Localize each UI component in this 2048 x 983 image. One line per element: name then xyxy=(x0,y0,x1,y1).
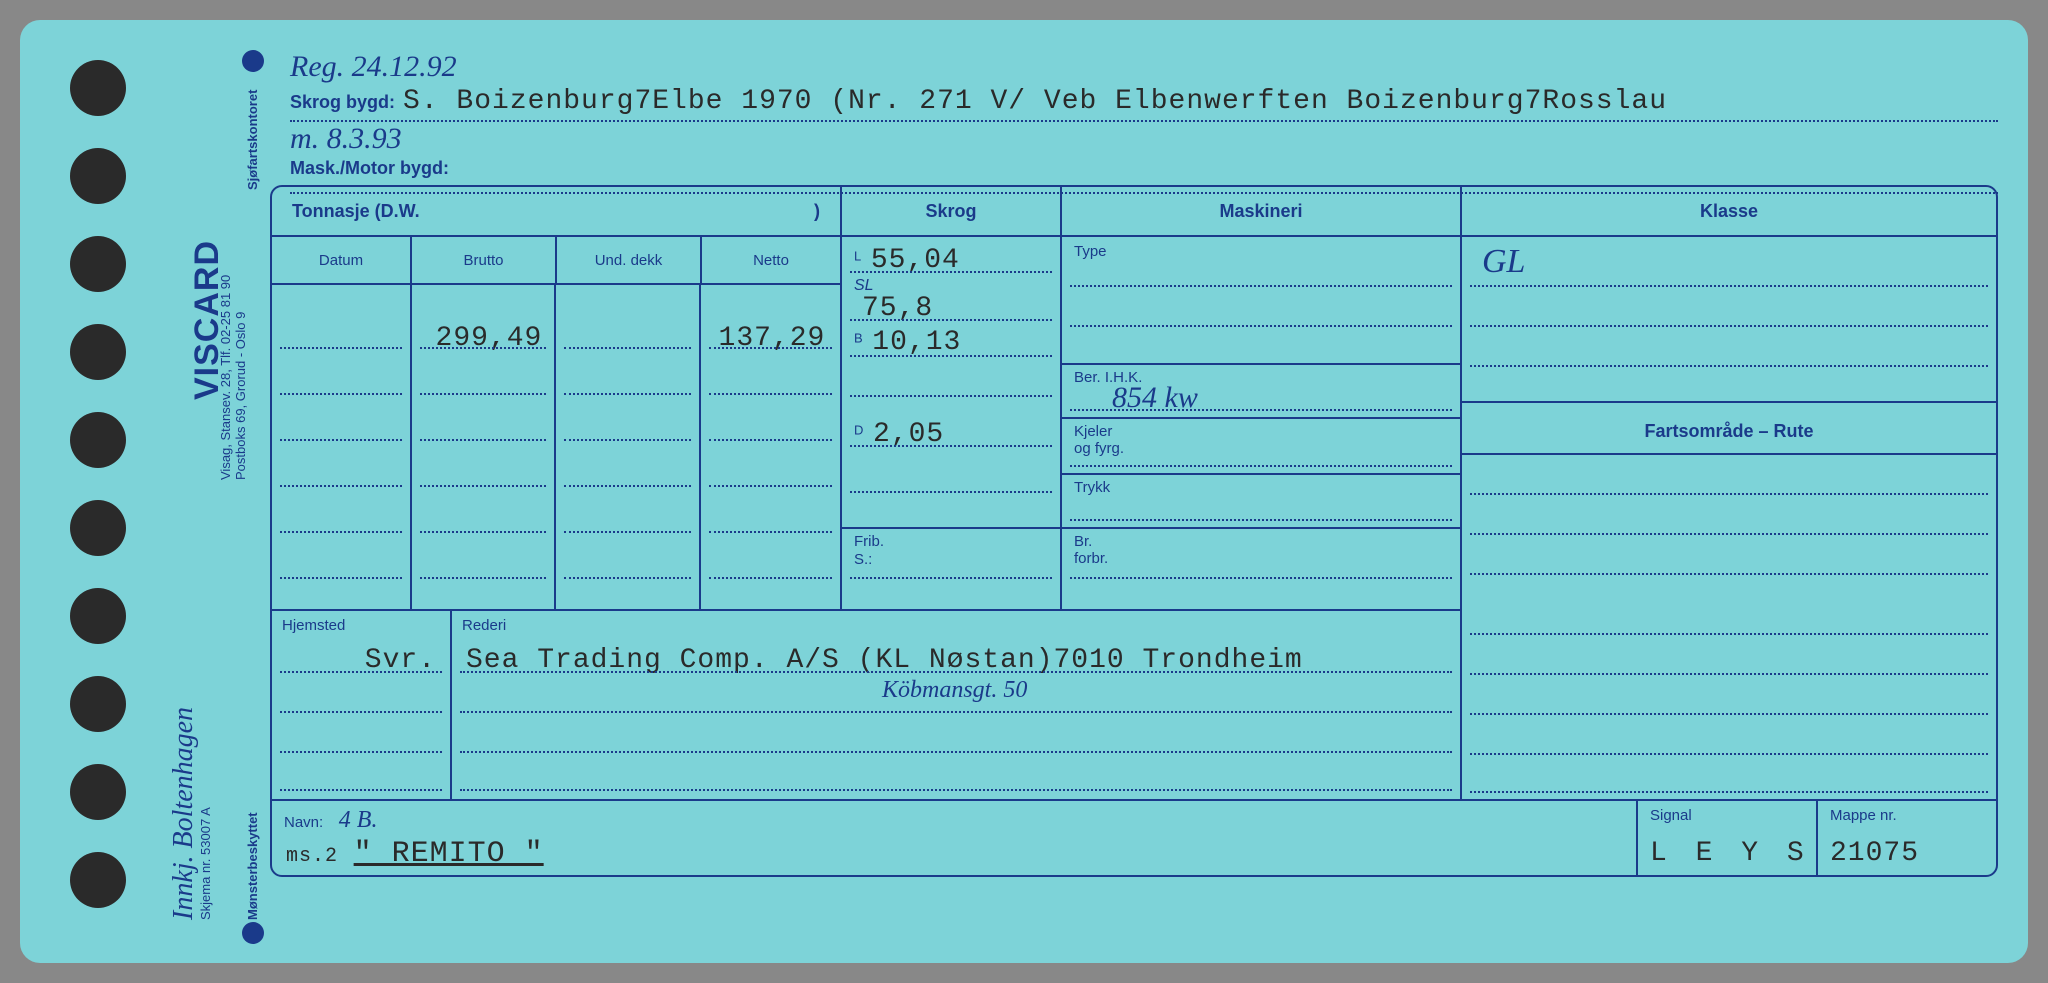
datum-label: Datum xyxy=(319,252,363,269)
B-value: 10,13 xyxy=(872,327,961,358)
signal-label: Signal xyxy=(1650,807,1804,824)
hole xyxy=(70,324,126,380)
corner-dot xyxy=(242,922,264,944)
hjemsted-label: Hjemsted xyxy=(282,617,440,634)
frib-label: Frib. S.: xyxy=(854,533,884,568)
skrog-header: Skrog xyxy=(925,201,976,222)
grid-body: Datum Brutto Und. dekk Netto xyxy=(272,237,1996,609)
navn-typed: " REMITO " xyxy=(354,837,544,871)
B-sup: B xyxy=(854,331,863,346)
punch-holes xyxy=(70,60,126,908)
tonnasje-close: ) xyxy=(814,201,820,222)
brand-address-2: Postboks 69, Grorud - Oslo 9 xyxy=(233,312,248,480)
rederi-label: Rederi xyxy=(462,617,1450,634)
hole xyxy=(70,236,126,292)
m-note: m. 8.3.93 xyxy=(290,122,402,156)
hole xyxy=(70,676,126,732)
trykk-label: Trykk xyxy=(1074,479,1110,496)
farts-label: Fartsområde – Rute xyxy=(1462,421,1996,442)
side-handwritten-note: Innkj. Boltenhagen xyxy=(168,707,200,920)
hole xyxy=(70,148,126,204)
mappe-label: Mappe nr. xyxy=(1830,807,1984,824)
signal-value: L E Y S xyxy=(1650,838,1810,869)
rederi-handwritten: Köbmansgt. 50 xyxy=(882,677,1027,704)
klasse-value: GL xyxy=(1482,243,1525,281)
header-block: Reg. 24.12.92 Skrog bygd: S. Boizenburg7… xyxy=(270,50,1998,194)
kjeler-label: Kjeler og fyrg. xyxy=(1074,423,1124,457)
main-grid: Tonnasje (D.W. ) Skrog Maskineri Klasse … xyxy=(270,185,1998,877)
hole xyxy=(70,764,126,820)
netto-label: Netto xyxy=(753,252,789,269)
brutto-value: 299,49 xyxy=(436,323,543,354)
index-card: Innkj. Boltenhagen Skjema nr. 53007 A VI… xyxy=(20,20,2028,963)
skrog-bygd-value: S. Boizenburg7Elbe 1970 (Nr. 271 V/ Veb … xyxy=(403,86,1667,117)
sjofart-label: Sjøfartskontoret xyxy=(245,90,260,190)
skrog-bygd-label: Skrog bygd: xyxy=(290,92,395,113)
mappe-value: 21075 xyxy=(1830,838,1919,869)
content-area: Reg. 24.12.92 Skrog bygd: S. Boizenburg7… xyxy=(270,50,1998,943)
hjem-rederi-row: Hjemsted Svr. Rederi Sea Trading Comp. A… xyxy=(272,609,1996,799)
L-sup: L xyxy=(854,249,861,264)
monster-label: Mønsterbeskyttet xyxy=(245,812,260,920)
hole xyxy=(70,500,126,556)
ms-prefix: ms.2 xyxy=(286,845,338,868)
unddekk-label: Und. dekk xyxy=(595,252,663,269)
netto-value: 137,29 xyxy=(719,323,826,354)
type-label: Type xyxy=(1074,243,1107,260)
mask-motor-label: Mask./Motor bygd: xyxy=(290,158,449,179)
D-sup: D xyxy=(854,423,863,438)
SL-sup: SL xyxy=(854,277,874,294)
klasse-header: Klasse xyxy=(1700,201,1758,222)
hole xyxy=(70,588,126,644)
hole xyxy=(70,412,126,468)
corner-dot xyxy=(242,50,264,72)
skjema-number: Skjema nr. 53007 A xyxy=(198,807,213,920)
hole xyxy=(70,852,126,908)
navn-hand: 4 B. xyxy=(339,807,378,833)
brutto-label: Brutto xyxy=(463,252,503,269)
reg-note: Reg. 24.12.92 xyxy=(290,50,457,84)
navn-label: Navn: xyxy=(284,814,323,831)
tonnasje-label: Tonnasje (D.W. xyxy=(292,201,420,222)
maskineri-header: Maskineri xyxy=(1219,201,1302,222)
grid-header-row: Tonnasje (D.W. ) Skrog Maskineri Klasse xyxy=(272,187,1996,237)
brforbr-label: Br. forbr. xyxy=(1074,533,1108,567)
brand-address-1: Visag, Stansev. 28, Tlf. 02-25 81 90 xyxy=(218,275,233,480)
hole xyxy=(70,60,126,116)
bottom-row: Navn: 4 B. ms.2 " REMITO " Signal L E Y … xyxy=(272,799,1996,875)
